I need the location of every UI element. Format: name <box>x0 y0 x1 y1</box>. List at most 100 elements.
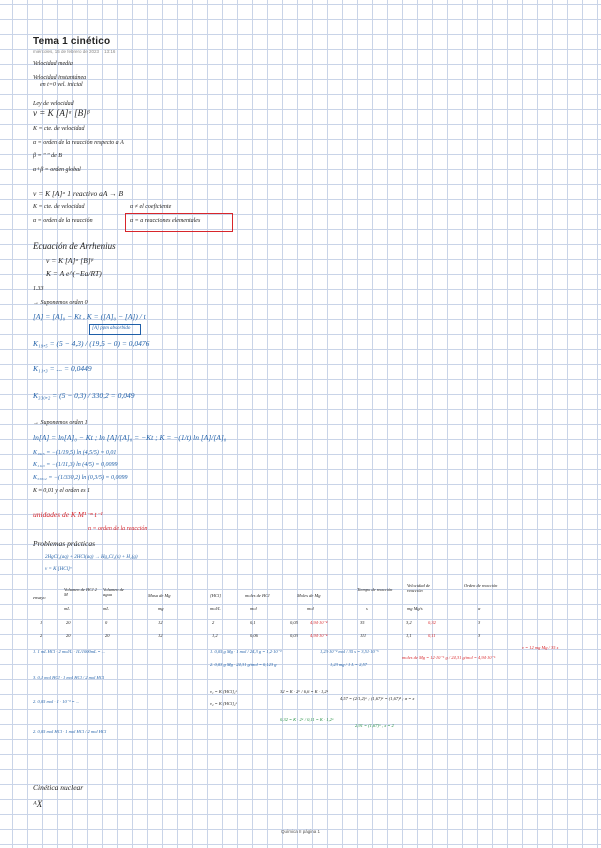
table-header: moles de HCl <box>245 593 270 598</box>
note-cinetica: Cinética nuclear <box>33 783 84 792</box>
note-arrhenius-title: Ecuación de Arrhenius <box>33 241 116 251</box>
table-cell: 0,06 <box>250 633 258 638</box>
table-header: Velocidad de reacción <box>407 583 431 593</box>
note-mass-1: 1. 0,05 g Mg · 1 mol / 24,3 g = 1,2·10⁻³ <box>210 649 282 654</box>
table-cell: 20 <box>66 633 71 638</box>
note-k2: K₁₁,₃ = ... = 0,0449 <box>33 364 92 373</box>
note-beta-def: β = " " de B <box>33 153 62 159</box>
table-unit: mol/L <box>210 606 221 611</box>
note-orden1-eq: ln[A] = ln[A]₀ − Kt ; ln [A]/[A]₀ = −Kt … <box>33 433 227 442</box>
table-cell: 0,03 <box>290 633 298 638</box>
note-calc-4: 2. 0,05 mol HCl · 1 mol HCl / 2 mol HCl <box>33 729 107 734</box>
note-mass-r2: 1,23 mg / 1 L = 2,57 <box>330 662 367 667</box>
note-calc-2: 2. 0,05 mol · 1 · 10⁻³ = ... <box>33 699 80 704</box>
table-cell: 4,94·10⁻⁴ <box>310 620 328 625</box>
note-ley-simple: v = K [A]ᵅ 1 reactivo aA → B <box>33 189 124 198</box>
note-mass-2: 2. 0,03 g Mg · 24,31 g/mol = 0,123 g <box>210 662 277 667</box>
table-header: Masa de Mg <box>148 593 171 598</box>
table-header: Tiempo de reacción <box>357 587 393 592</box>
table-cell: 0 <box>105 620 108 625</box>
table-cell: 3 <box>478 633 481 638</box>
table-unit: mol <box>307 606 314 611</box>
table-cell: 3 <box>478 620 481 625</box>
table-cell: 0,1 <box>250 620 256 625</box>
table-unit: mL <box>64 606 70 611</box>
note-calc-1: 1. 1 mL HCl · 2 mol/L · 1L/1000mL = ... <box>33 649 106 654</box>
note-ley-formula: v = K [A]ᵃ [B]ᵝ <box>33 108 90 118</box>
table-header: Volumen de agua <box>103 587 124 597</box>
note-practicas-title: Problemas prácticas <box>33 539 96 548</box>
note-red-calc: moles de Mg = 12·10⁻⁵ g / 24,31 g/mol = … <box>402 655 496 660</box>
note-order-2: v₂ = K [HCl]₂ᵅ <box>210 701 238 706</box>
table-header: ensayo <box>33 595 46 600</box>
note-k-def: K = cte. de velocidad <box>33 126 85 132</box>
note-k3: K₃₃₀,₂ = (5 − 0,3) / 330,2 = 0,049 <box>33 391 135 400</box>
table-header: Moles de Mg <box>297 593 321 598</box>
table-unit: mg <box>158 606 164 611</box>
note-cinetica-symbol: ᴬX <box>33 799 43 809</box>
highlight-box <box>125 213 233 232</box>
table-header: [HCl] <box>210 593 222 598</box>
note-conclusion: K ≈ 0,01 y el orden es 1 <box>33 488 91 494</box>
table-cell: 1 <box>40 620 43 625</box>
table-unit: mol <box>250 606 257 611</box>
table-cell: 111 <box>360 633 367 638</box>
note-alpha-def-2: α = orden de la reacción <box>33 218 93 224</box>
note-boxed: α = a reacciones elementales <box>130 218 201 224</box>
note-green-frac: 0,32 = K · 2ᵅ / 0,11 = K · 1,2ᵅ <box>280 717 334 722</box>
page-footer: Química II página 1 <box>280 829 321 834</box>
table-cell: 1,2 <box>212 633 218 638</box>
note-orden0-note: [A] ppm absorbido <box>92 326 131 331</box>
note-practicas-rate: v = K [HCl]ᵅ <box>45 567 72 572</box>
note-box-blue <box>89 324 141 335</box>
table-cell: 0,11 <box>428 633 436 638</box>
note-mass-r1: 1,23·10⁻³ mol / 35 s = 3,51·10⁻⁵ <box>320 649 379 654</box>
note-alpha-def: α = orden de la reacción respecto a A <box>33 140 124 146</box>
note-orden0-eq: [A] = [A]₀ − Kt , K = ([A]₀ − [A]) / t <box>33 312 146 321</box>
page-title: Tema 1 cinético <box>33 36 111 47</box>
note-k1-1: K₁₉,₅ = −(1/19,5) ln (4,5/5) = 0,01 <box>33 450 117 456</box>
note-green-res: 2,91 = (1,67)ᵅ , x = 2 <box>355 723 394 728</box>
note-k-def-2: K = cte. de velocidad <box>33 204 85 210</box>
table-cell: 20 <box>105 633 110 638</box>
note-unidades-n: n = orden de la reacción <box>88 526 148 532</box>
table-cell: 2 <box>40 633 43 638</box>
table-header: Volumen de HCl 2 M <box>64 587 97 597</box>
table-unit: mL <box>103 606 109 611</box>
note-k1-3: K₃₃₀,₂ = −(1/330,2) ln (0,3/5) = 0,0099 <box>33 475 128 481</box>
note-order-res: 4,57 = (2/1,2)ᵅ ; (1,67)ᵅ = (1,67)³ ; α … <box>340 696 415 701</box>
note-velocidad-instantanea: Velocidad instantánea <box>33 75 87 81</box>
table-cell: 20 <box>66 620 71 625</box>
note-suponemos-0: → Suponemos orden 0 <box>33 300 88 306</box>
table-cell: 12 <box>158 620 163 625</box>
table-cell: 2 <box>212 620 215 625</box>
note-k1-2: K₁₁,₃ = −(1/11,3) ln (4/5) = 0,0099 <box>33 462 118 468</box>
table-cell: 35 <box>360 620 365 625</box>
table-cell: 0,05 <box>290 620 298 625</box>
note-alpha-coef: α ≠ el coeficiente <box>130 204 172 210</box>
note-calc-3: 3. 0,1 mol HCl · 1 mol HCl / 2 mol HCl <box>33 675 105 680</box>
note-order-1: v₁ = K [HCl]₁ᵅ <box>210 689 238 694</box>
table-header: Orden de reacción <box>464 583 498 588</box>
note-arrhenius-2: K = A e^(−Ea/RT) <box>46 269 102 278</box>
table-cell: 3,2 <box>406 620 412 625</box>
note-suponemos-1: → Suponemos orden 1 <box>33 420 88 426</box>
note-ley-velocidad: Ley de velocidad <box>33 101 74 107</box>
table-cell: 4,94·10⁻⁴ <box>310 633 328 638</box>
table-unit: mg Mg/s <box>407 606 423 611</box>
note-practicas-reaction: 2HgCl₂(aq) + 2HCl(aq) → Hg₂Cl₂(s) + H₂(g… <box>45 555 138 560</box>
note-velocidad-inicial: en t=0 vel. inicial <box>40 82 83 88</box>
table-cell: 0,32 <box>428 620 436 625</box>
note-order-frac: 32 = K · 2ᵅ / 6,6 = K · 1,2ᵅ <box>280 689 329 694</box>
table-cell: 12 <box>158 633 163 638</box>
note-arrhenius-1: v = K [A]ᵅ [B]ᵝ <box>46 256 93 265</box>
table-cell: 1,1 <box>406 633 412 638</box>
note-k1: K₁₉,₅ = (5 − 4,3) / (19,5 − 0) = 0,0476 <box>33 339 150 348</box>
page-date: miércoles, 15 de febrero de 2023 13:16 <box>33 49 116 54</box>
note-orden-global: α+β = orden global <box>33 167 81 173</box>
table-unit: α <box>478 606 481 611</box>
note-unidades: unidades de K M¹⁻ⁿ t⁻¹ <box>33 510 103 519</box>
note-problem-id: 1.33 <box>33 286 44 292</box>
note-red-right: v = 12 mg Mg / 35 s <box>522 645 559 650</box>
